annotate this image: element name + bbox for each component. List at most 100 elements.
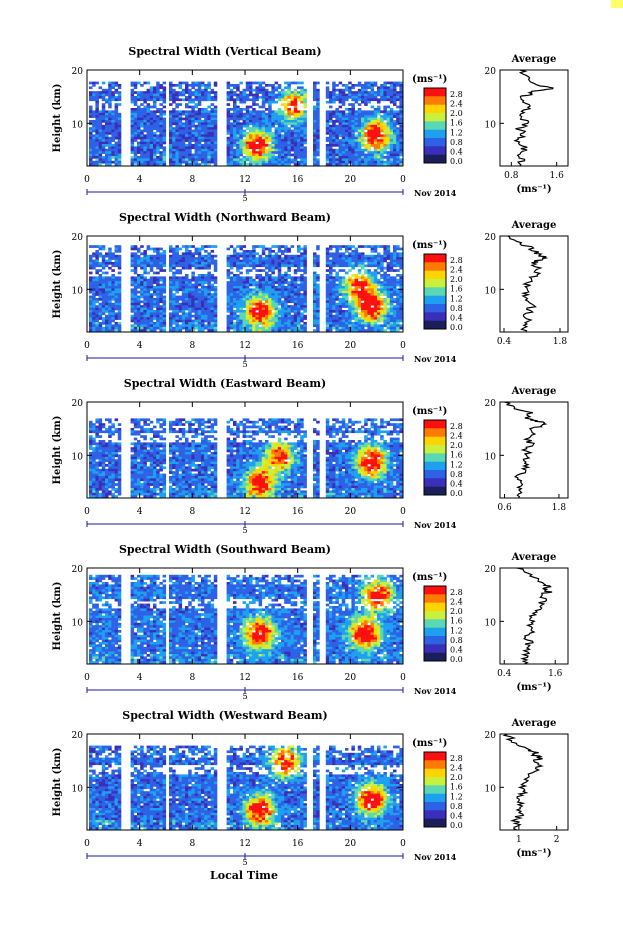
heatmap-cell [373, 115, 378, 118]
heatmap-cell [149, 326, 154, 330]
heatmap-cell [351, 127, 355, 130]
heatmap-cell [277, 326, 282, 330]
heatmap-cell [265, 274, 269, 277]
heatmap-cell [245, 132, 250, 135]
heatmap-cell [111, 269, 115, 272]
heatmap-cell [146, 264, 151, 268]
heatmap-cell [265, 312, 269, 316]
heatmap-cell [213, 310, 218, 313]
heatmap-cell [201, 278, 205, 282]
heatmap-cell [313, 93, 317, 97]
heatmap-cell [137, 286, 141, 289]
heatmap-cell [130, 129, 135, 133]
heatmap-cell [287, 281, 291, 284]
heatmap-cell [380, 124, 384, 128]
heatmap-cell [92, 127, 96, 130]
heatmap-cell [313, 158, 317, 162]
heatmap-cell [268, 290, 272, 294]
heatmap-cell [210, 278, 215, 282]
heatmap-cell [332, 326, 336, 330]
heatmap-cell [335, 324, 339, 328]
heatmap-cell [341, 91, 346, 94]
heatmap-cell [399, 144, 403, 147]
heatmap-cell [226, 144, 231, 147]
heatmap-cell [213, 110, 218, 114]
heatmap-cell [153, 117, 157, 121]
heatmap-cell [153, 324, 157, 328]
heatmap-cell [175, 250, 179, 253]
heatmap-cell [261, 156, 266, 159]
heatmap-cell [242, 158, 247, 162]
heatmap-cell [245, 288, 250, 292]
heatmap-cell [178, 281, 183, 284]
heatmap-cell [242, 305, 247, 308]
heatmap-cell [399, 86, 403, 90]
heatmap-cell [194, 153, 199, 157]
heatmap-cell [389, 93, 394, 97]
heatmap-cell [117, 259, 122, 263]
heatmap-cell [156, 314, 160, 318]
heatmap-cell [149, 322, 154, 325]
heatmap-cell [204, 276, 208, 280]
heatmap-cell [393, 96, 397, 99]
heatmap-cell [351, 298, 355, 301]
heatmap-cell [338, 160, 343, 164]
heatmap-cell [281, 163, 285, 166]
heatmap-cell [133, 266, 138, 270]
heatmap-cell [105, 163, 109, 166]
heatmap-cell [92, 148, 96, 152]
heatmap-cell [137, 158, 141, 162]
heatmap-cell [338, 290, 343, 294]
heatmap-cell [261, 305, 266, 308]
heatmap-cell [313, 305, 317, 308]
heatmap-cell [92, 146, 96, 150]
heatmap-cell [95, 310, 99, 313]
heatmap-cell [239, 122, 243, 126]
heatmap-cell [377, 117, 381, 121]
heatmap-cell [277, 245, 282, 248]
heatmap-cell [332, 286, 336, 289]
heatmap-cell [277, 247, 282, 251]
heatmap-cell [284, 122, 288, 126]
heatmap-cell [105, 93, 109, 97]
heatmap-cell [153, 312, 157, 316]
heatmap-cell [185, 329, 189, 332]
colorbar-tick-label: 2.8 [450, 90, 463, 99]
heatmap-cell [101, 124, 106, 128]
heatmap-cell [297, 148, 301, 152]
heatmap-cell [95, 122, 99, 126]
average-frame [499, 69, 569, 167]
heatmap-cell [370, 124, 375, 128]
heatmap-cell [188, 129, 192, 133]
heatmap-cell [261, 262, 266, 265]
heatmap-cell [213, 112, 218, 116]
heatmap-cell [271, 115, 275, 118]
heatmap-cell [271, 324, 275, 328]
heatmap-cell [130, 163, 135, 166]
heatmap-cell [370, 112, 375, 116]
heatmap-cell [175, 146, 179, 150]
heatmap-cell [300, 293, 304, 296]
heatmap-cell [389, 108, 394, 111]
heatmap-cell [265, 160, 269, 164]
heatmap-cell [191, 286, 195, 289]
heatmap-cell [207, 139, 211, 142]
heatmap-cell [303, 153, 307, 157]
heatmap-cell [185, 129, 189, 133]
heatmap-cell [287, 319, 291, 323]
heatmap-cell [201, 127, 205, 130]
heatmap-cell [185, 305, 189, 308]
heatmap-cell [117, 262, 122, 265]
heatmap-cell [268, 127, 272, 130]
heatmap-cell [265, 144, 269, 147]
heatmap-cell [159, 141, 163, 145]
heatmap-cell [389, 148, 394, 152]
heatmap-cell [149, 127, 154, 130]
heatmap-cell [373, 93, 378, 97]
heatmap-cell [133, 264, 138, 268]
heatmap-cell [268, 269, 272, 272]
heatmap-cell [303, 326, 307, 330]
heatmap-cell [357, 132, 362, 135]
heatmap-cell [341, 293, 346, 296]
heatmap-cell [197, 300, 202, 304]
